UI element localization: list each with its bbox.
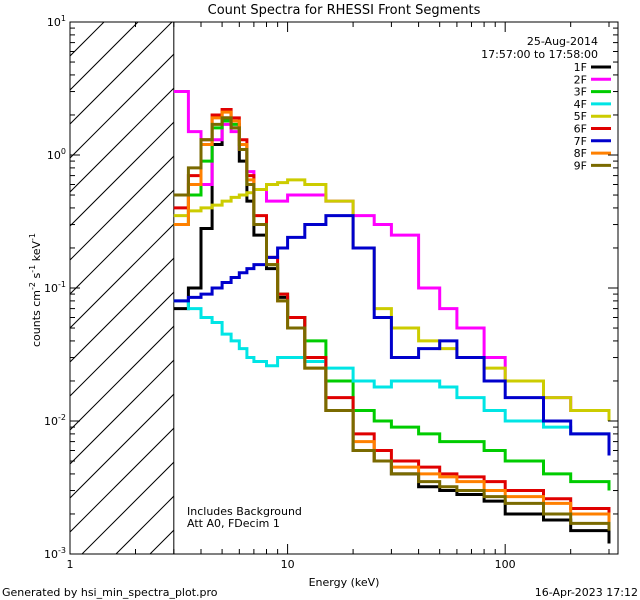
y-tick-label: 10-1 xyxy=(44,280,66,295)
ylabel-part: s xyxy=(30,272,43,281)
hatch-line xyxy=(81,461,174,554)
footer-generator: Generated by hsi_min_spectra_plot.pro xyxy=(2,586,218,599)
hatch-line xyxy=(70,427,174,533)
annotation-background: Includes Background xyxy=(187,505,302,518)
legend-time: 17:57:00 to 17:58:00 xyxy=(481,48,598,61)
hatch-line xyxy=(70,22,173,125)
legend-label-1F: 1F xyxy=(574,61,587,74)
annotation-attenuator: Att A0, FDecim 1 xyxy=(187,517,280,530)
series-line-7F xyxy=(173,214,611,456)
legend-label-4F: 4F xyxy=(574,98,587,111)
legend-date: 25-Aug-2014 xyxy=(527,35,598,48)
y-axis-label: counts cm-2 s-1 keV-1 xyxy=(28,233,43,347)
legend-label-2F: 2F xyxy=(574,73,587,86)
footer-timestamp: 16-Apr-2023 17:12 xyxy=(535,586,638,599)
series-line-3F xyxy=(173,119,611,491)
hatch-line xyxy=(70,53,174,159)
hatch-line xyxy=(70,393,174,499)
legend-label-9F: 9F xyxy=(574,159,587,172)
ylabel-part: counts cm xyxy=(30,290,43,347)
ylabel-sup: -1 xyxy=(28,265,37,273)
hatch-line xyxy=(70,22,139,91)
legend-label-3F: 3F xyxy=(574,86,587,99)
y-tick-label: 10-3 xyxy=(44,546,66,561)
y-tick-label: 100 xyxy=(47,147,66,162)
chart-title: Count Spectra for RHESSI Front Segments xyxy=(208,3,481,18)
legend-label-5F: 5F xyxy=(574,110,587,123)
hatch-line xyxy=(70,87,174,193)
ylabel-sup: -1 xyxy=(28,233,37,241)
x-axis-label: Energy (keV) xyxy=(309,576,380,589)
plot-frame xyxy=(69,21,619,555)
x-tick-label: 100 xyxy=(495,558,516,571)
legend-label-6F: 6F xyxy=(574,123,587,136)
hatch-line xyxy=(70,257,174,363)
axis-ticks: 1 10 100 10-3 10-2 10-1 100 101 xyxy=(44,14,618,571)
x-tick-label: 10 xyxy=(281,558,295,571)
legend-label-7F: 7F xyxy=(574,135,587,148)
ylabel-sup: -2 xyxy=(28,282,37,290)
hatch-line xyxy=(70,223,174,329)
y-tick-label: 10-2 xyxy=(44,413,66,428)
x-tick-label: 1 xyxy=(67,558,74,571)
legend-label-8F: 8F xyxy=(574,147,587,160)
series-group xyxy=(173,90,611,544)
hatch-line xyxy=(70,121,174,227)
ylabel-part: keV xyxy=(30,241,43,265)
series-line-9F xyxy=(173,116,611,531)
y-tick-label: 101 xyxy=(47,14,66,29)
